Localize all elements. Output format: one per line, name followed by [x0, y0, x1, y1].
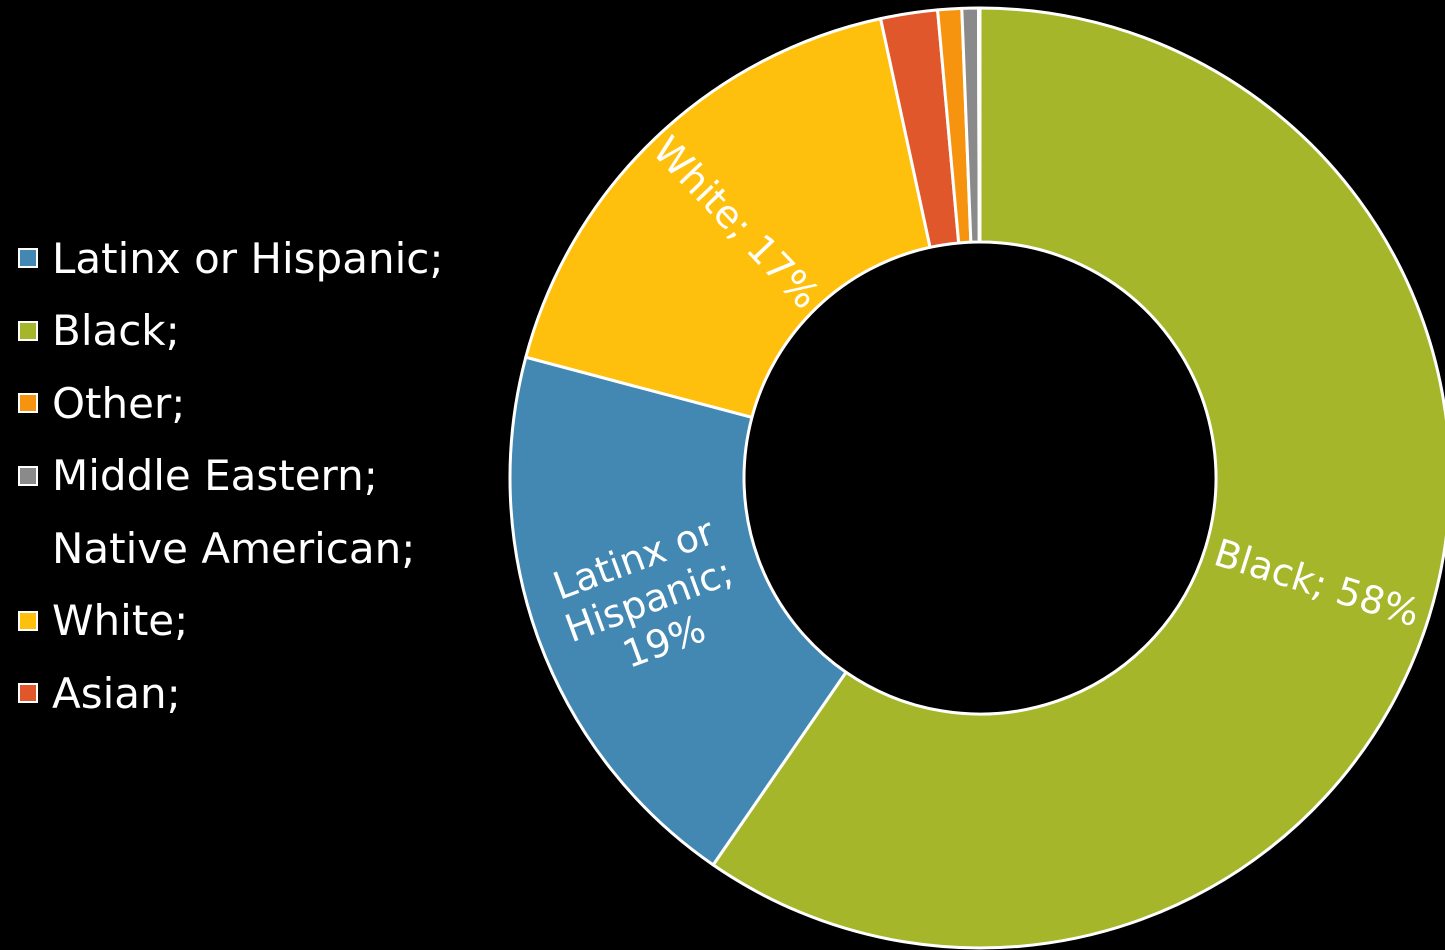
legend-item-other: Other;: [18, 367, 488, 440]
legend-label: White;: [52, 596, 189, 646]
chart-legend: Latinx or Hispanic; Black; Other; Middle Ea…: [18, 222, 488, 730]
slice-native-american: [976, 6, 982, 244]
legend-label: Native American;: [52, 523, 416, 573]
legend-label: Asian;: [52, 668, 181, 718]
slice-latinx-or-hispanic: [508, 355, 848, 867]
legend-item-native-american: Native American;: [18, 512, 488, 585]
legend-swatch-asian: [18, 683, 38, 704]
legend-swatch-latinx-or-hispanic: [18, 248, 38, 269]
legend-swatch-other: [18, 393, 38, 414]
legend-item-black: Black;: [18, 295, 488, 368]
legend-label: Other;: [52, 378, 186, 428]
legend-label: Middle Eastern;: [52, 451, 378, 501]
legend-swatch-middle-eastern: [18, 465, 38, 486]
legend-swatch-black: [18, 320, 38, 341]
legend-swatch-white: [18, 610, 38, 631]
legend-item-latinx-or-hispanic: Latinx or Hispanic;: [18, 222, 488, 295]
legend-item-middle-eastern: Middle Eastern;: [18, 440, 488, 513]
legend-label: Latinx or Hispanic;: [52, 233, 444, 283]
slice-black: [711, 6, 1445, 950]
slice-white: [524, 17, 932, 419]
legend-label: Black;: [52, 306, 180, 356]
legend-item-white: White;: [18, 585, 488, 658]
legend-item-asian: Asian;: [18, 657, 488, 730]
